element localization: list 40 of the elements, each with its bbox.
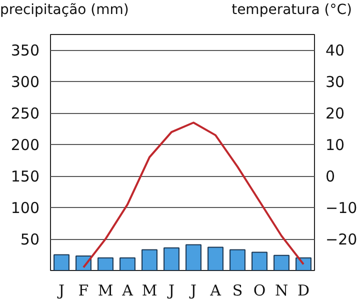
x-tick-label: N	[274, 282, 288, 300]
y2-tick-label: 40	[326, 42, 345, 60]
x-tick-label: M	[98, 282, 114, 300]
x-tick-label: O	[253, 282, 266, 300]
x-tick-label: J	[166, 282, 175, 300]
bar	[98, 257, 114, 270]
y-tick-label: 200	[10, 136, 40, 154]
y-tick-label: 250	[10, 104, 40, 123]
x-tick-label: J	[188, 282, 197, 300]
x-tick-label: M	[142, 282, 158, 300]
x-tick-label: S	[232, 282, 243, 300]
x-tick-label: J	[56, 282, 65, 300]
x-tick-label: F	[78, 282, 89, 300]
y2-tick-label: 10	[326, 136, 345, 154]
y-tick-label: 350	[10, 42, 40, 60]
bar	[230, 249, 246, 270]
y-tick-label: 50	[20, 230, 40, 249]
y2-tick-label: −20	[326, 230, 358, 249]
x-tick-label: A	[209, 282, 222, 300]
y2-tick-label: 20	[326, 104, 345, 123]
bar	[274, 254, 290, 270]
x-tick-label: D	[297, 282, 310, 300]
y-axis-title: precipitação (mm)	[0, 1, 129, 20]
bar	[252, 252, 268, 270]
bar	[120, 257, 136, 270]
bar	[296, 257, 312, 270]
x-tick-label: A	[121, 282, 134, 300]
bar	[186, 244, 202, 270]
bar	[142, 249, 158, 270]
y2-tick-label: 0	[326, 168, 336, 186]
bar	[164, 247, 180, 270]
y2-tick-label: 30	[326, 73, 345, 92]
y-tick-label: 150	[10, 168, 40, 186]
bar	[208, 246, 224, 270]
y2-tick-label: −10	[326, 199, 358, 218]
bar	[54, 254, 70, 270]
y2-axis-title: temperatura (°C)	[232, 1, 352, 20]
y-tick-label: 100	[10, 199, 40, 218]
line-series	[82, 122, 304, 268]
y-tick-label: 300	[10, 73, 40, 92]
